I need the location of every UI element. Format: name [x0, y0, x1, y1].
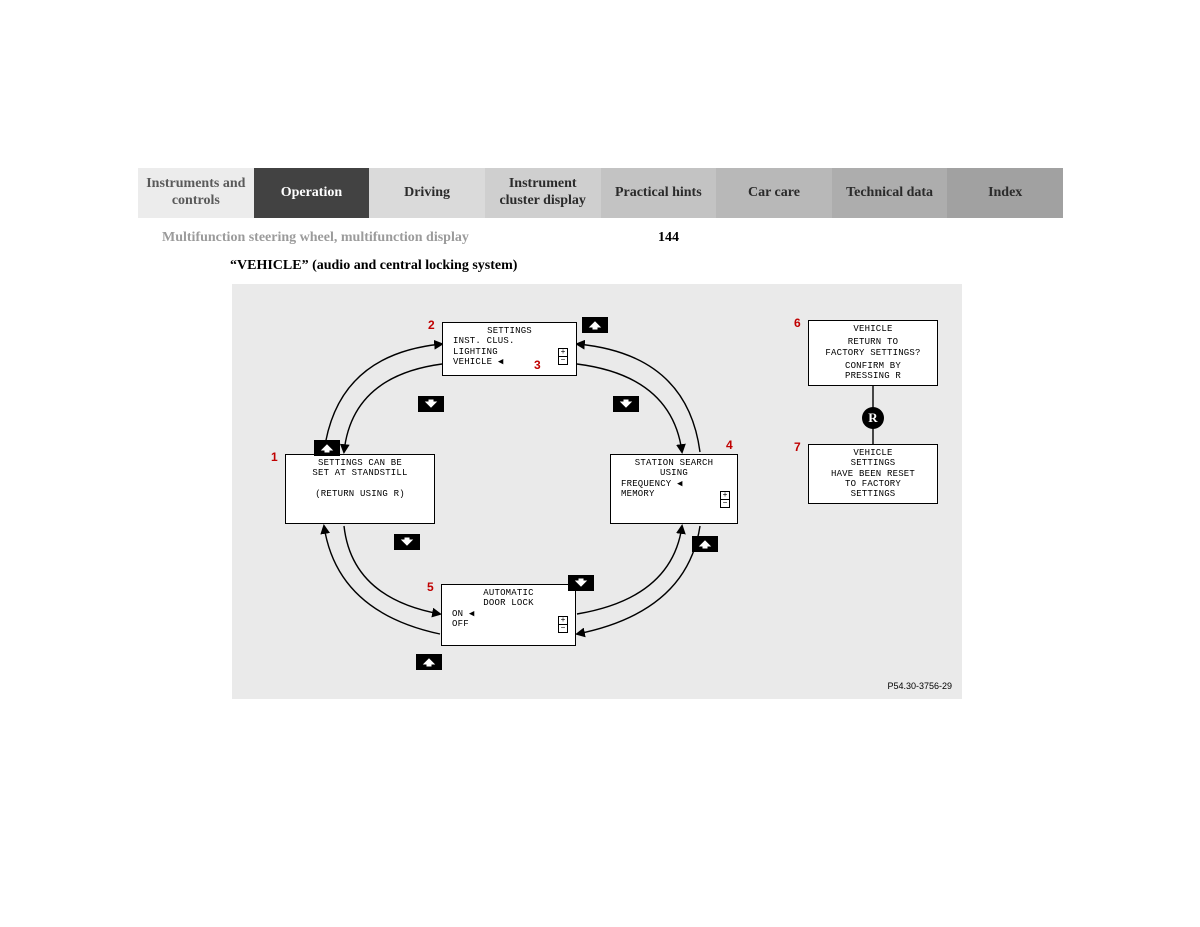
tab-1[interactable]: Operation [254, 168, 370, 218]
display-node-n2: SETTINGSINST. CLUS.LIGHTINGVEHICLE ◀ [442, 322, 577, 376]
node-number-n7: 7 [794, 440, 801, 454]
page-number: 144 [658, 230, 679, 246]
tab-4[interactable]: Practical hints [601, 168, 717, 218]
diagram-canvas: SETTINGS CAN BESET AT STANDSTILL (RETURN… [232, 284, 962, 699]
arrow-up-key-icon [692, 536, 718, 552]
tab-5[interactable]: Car care [716, 168, 832, 218]
node-number-n1: 1 [271, 450, 278, 464]
display-node-n7: VEHICLESETTINGSHAVE BEEN RESETTO FACTORY… [808, 444, 938, 504]
arrow-down-key-icon [613, 396, 639, 412]
tab-3[interactable]: Instrument cluster display [485, 168, 601, 218]
arrow-up-key-icon [314, 440, 340, 456]
arrow-up-key-icon [582, 317, 608, 333]
node-number-n4: 4 [726, 438, 733, 452]
tab-2[interactable]: Driving [369, 168, 485, 218]
node-number-n6: 6 [794, 316, 801, 330]
section-title: Multifunction steering wheel, multifunct… [162, 230, 469, 246]
node-number-n5: 5 [427, 580, 434, 594]
plus-minus-icon: +− [720, 491, 730, 508]
plus-minus-icon: +− [558, 616, 568, 633]
display-node-n6: VEHICLERETURN TOFACTORY SETTINGS?CONFIRM… [808, 320, 938, 386]
arrow-down-key-icon [418, 396, 444, 412]
figure-code: P54.30-3756-29 [887, 681, 952, 691]
tab-bar: Instruments and controlsOperationDriving… [138, 168, 1063, 218]
arrow-down-key-icon [394, 534, 420, 550]
figure-title: “VEHICLE” (audio and central locking sys… [230, 258, 1063, 274]
tab-7[interactable]: Index [947, 168, 1063, 218]
display-node-n1: SETTINGS CAN BESET AT STANDSTILL (RETURN… [285, 454, 435, 524]
arrow-up-key-icon [416, 654, 442, 670]
display-node-n4: STATION SEARCHUSINGFREQUENCY ◀MEMORY [610, 454, 738, 524]
node-number-n2: 2 [428, 318, 435, 332]
tab-0[interactable]: Instruments and controls [138, 168, 254, 218]
arrow-down-key-icon [568, 575, 594, 591]
subheading-row: Multifunction steering wheel, multifunct… [138, 218, 1063, 252]
r-button-icon: R [862, 407, 884, 429]
node-inner-number-n2: 3 [534, 358, 541, 372]
display-node-n5: AUTOMATICDOOR LOCKON ◀OFF [441, 584, 576, 646]
tab-6[interactable]: Technical data [832, 168, 948, 218]
plus-minus-icon: +− [558, 348, 568, 365]
